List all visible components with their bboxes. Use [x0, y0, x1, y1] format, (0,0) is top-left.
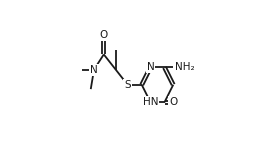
Text: NH₂: NH₂ — [175, 62, 195, 72]
Text: N: N — [90, 65, 98, 75]
Text: O: O — [169, 97, 177, 107]
Text: S: S — [124, 80, 131, 90]
Text: N: N — [147, 62, 154, 72]
Text: O: O — [100, 30, 108, 40]
Text: HN: HN — [143, 97, 158, 107]
